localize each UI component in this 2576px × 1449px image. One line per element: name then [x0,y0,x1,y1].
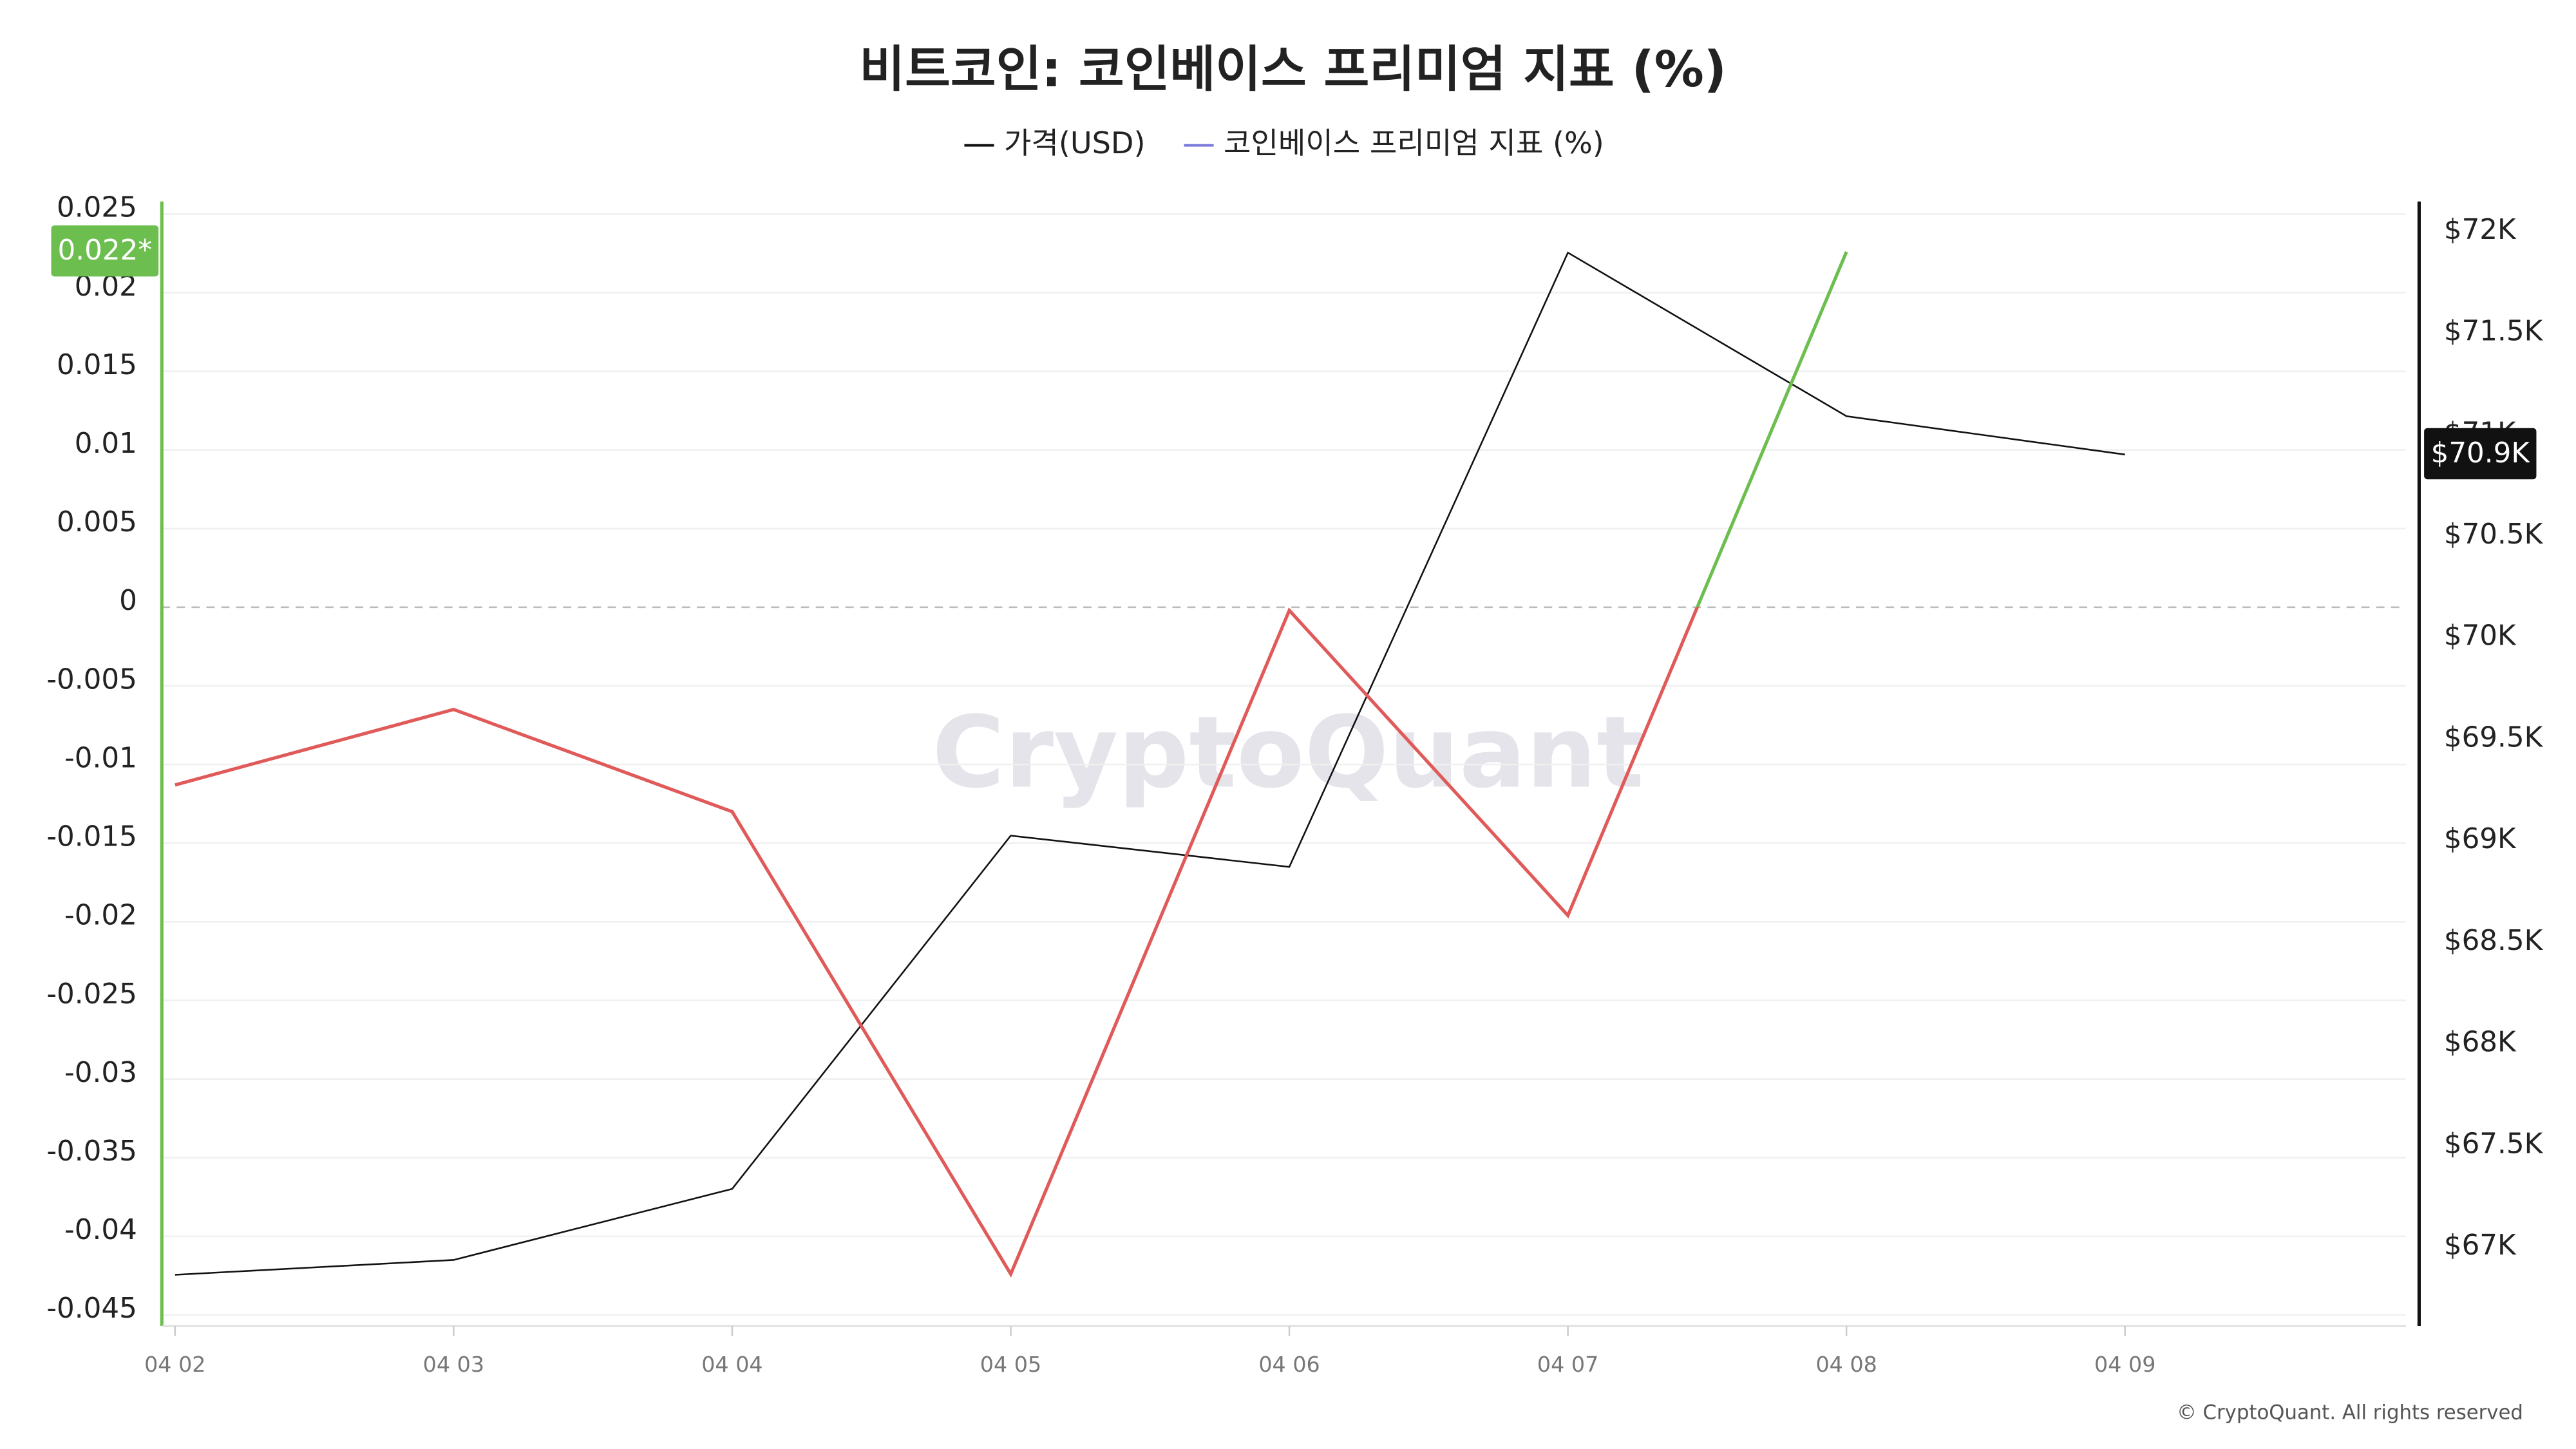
y-tick-label: -0.04 [64,1214,137,1246]
x-tick-label: 04 09 [2094,1352,2155,1377]
y2-tick-label: $69K [2444,823,2517,855]
chart-title: 비트코인: 코인베이스 프리미엄 지표 (%) [859,41,1727,99]
y-tick-label: 0 [119,585,137,617]
x-tick-label: 04 03 [423,1352,484,1377]
x-tick-label: 04 05 [980,1352,1041,1377]
y-tick-label: -0.015 [46,821,137,853]
y2-tick-label: $67K [2444,1229,2517,1262]
y-tick-label: -0.03 [64,1057,137,1089]
y2-tick-label: $69.5K [2444,721,2544,753]
y-tick-label: 0.025 [57,192,137,224]
x-tick-label: 04 08 [1815,1352,1877,1377]
y2-tick-label: $70K [2444,620,2517,652]
last-value-label: 0.022* [58,234,153,267]
y-tick-label: 0.015 [57,349,137,381]
y-tick-label: -0.045 [46,1293,137,1325]
legend-label: 코인베이스 프리미엄 지표 (%) [1224,126,1604,160]
legend-label: 가격(USD) [1004,126,1146,160]
last-value-badge [2424,428,2537,480]
y2-tick-label: $68.5K [2444,925,2544,957]
x-tick-label: 04 04 [701,1352,762,1377]
x-tick-label: 04 02 [144,1352,205,1377]
x-tick-label: 04 06 [1258,1352,1320,1377]
y2-tick-label: $72K [2444,214,2517,246]
price-line [175,251,2125,1276]
copyright: © CryptoQuant. All rights reserved [2177,1401,2523,1424]
last-value-badge [51,225,159,277]
y2-tick-label: $71.5K [2444,316,2544,348]
y-tick-label: 0.005 [57,506,137,538]
y-tick-label: -0.035 [46,1135,137,1168]
y-tick-label: -0.025 [46,978,137,1010]
watermark: CryptoQuant [932,695,1643,810]
y-tick-label: 0.01 [75,428,137,460]
x-tick-label: 04 07 [1537,1352,1598,1377]
y-tick-label: -0.02 [64,900,137,932]
y2-tick-label: $70.5K [2444,518,2544,551]
y-tick-label: -0.01 [64,742,137,774]
y2-tick-label: $67.5K [2444,1128,2544,1160]
premium-line-negative [175,607,1700,1278]
last-value-label: $70.9K [2431,437,2531,469]
y2-tick-label: $68K [2444,1027,2517,1059]
y-tick-label: -0.005 [46,663,137,696]
